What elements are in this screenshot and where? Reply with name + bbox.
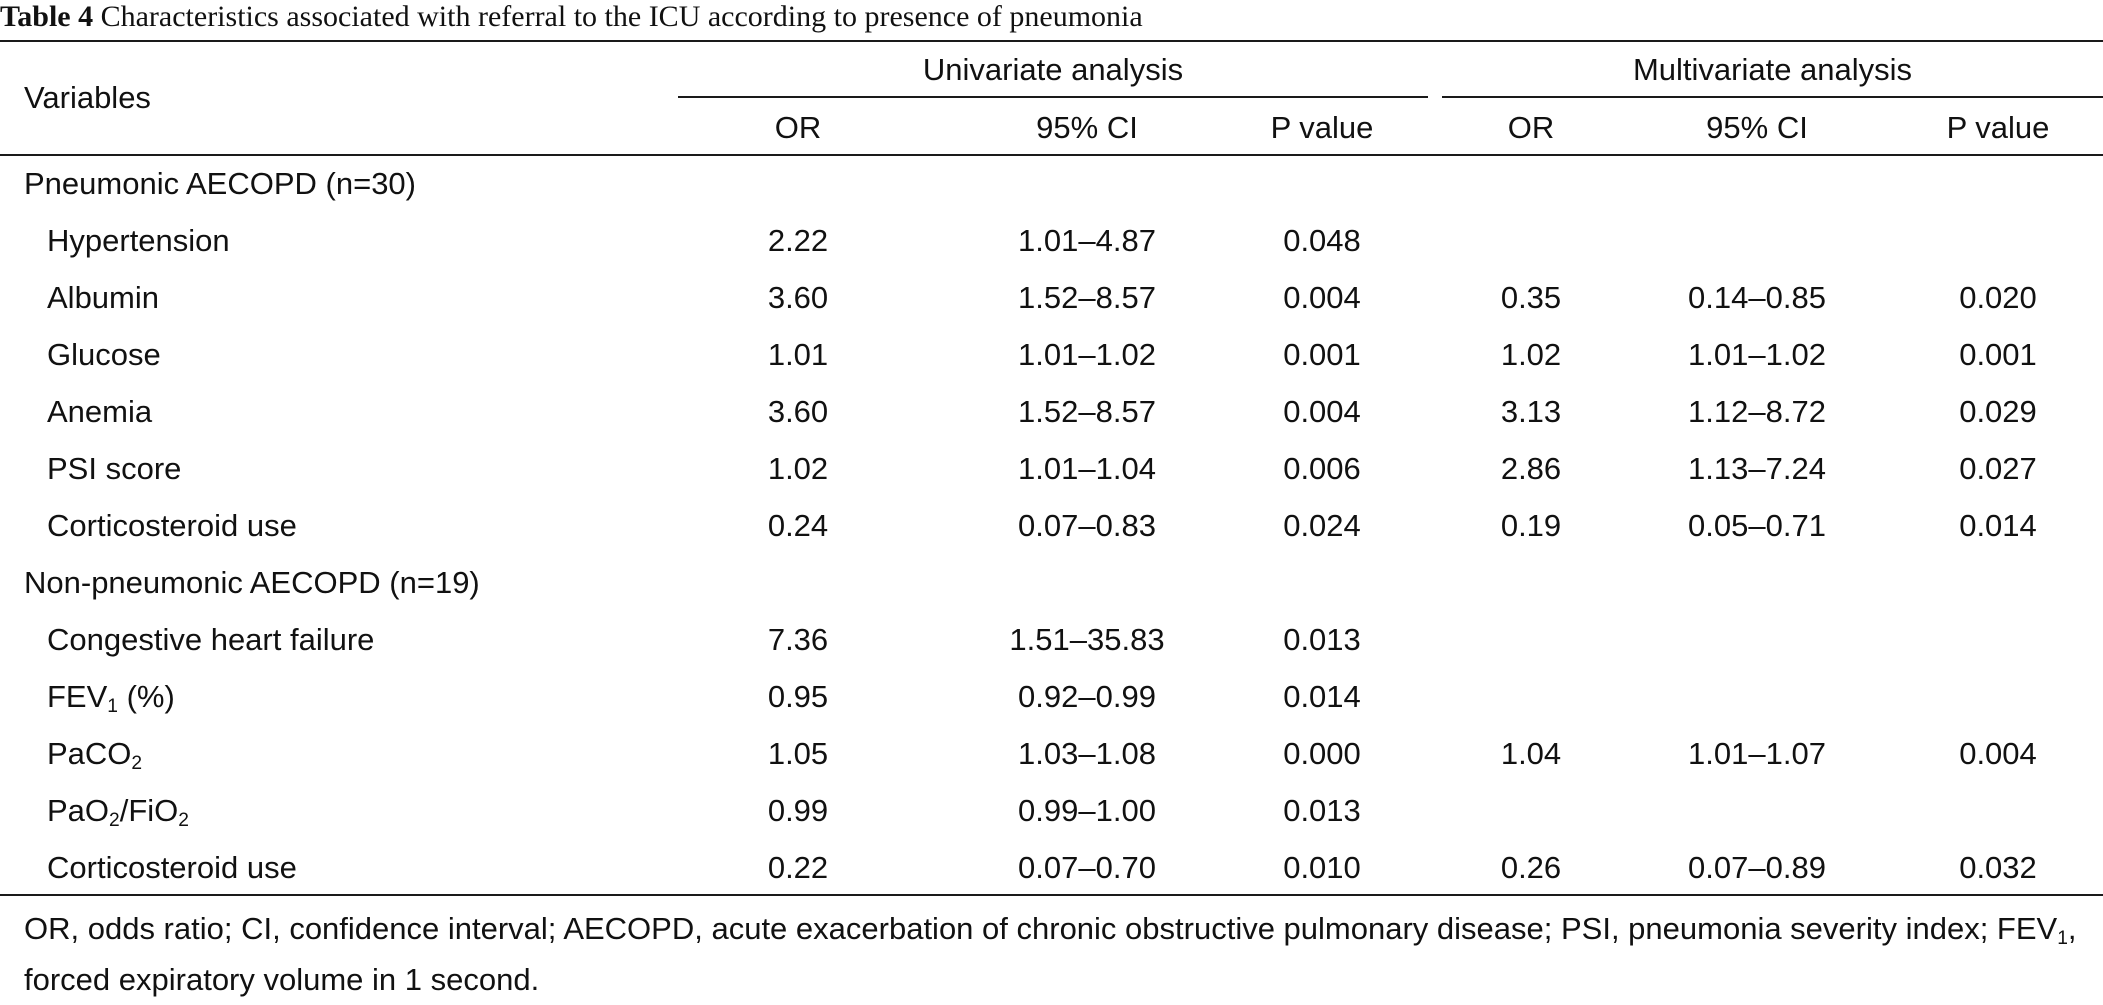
- row-uni-p: 0.014: [1283, 679, 1361, 714]
- row-uni-p: 0.013: [1283, 793, 1361, 828]
- row-variable: Albumin: [47, 280, 159, 315]
- univariate-rule: [678, 96, 1428, 98]
- row-multi-ci: 1.01–1.07: [1688, 736, 1826, 771]
- header-multi-ci: 95% CI: [1706, 110, 1808, 145]
- row-multi-p: 0.020: [1959, 280, 2037, 315]
- row-uni-ci: 1.01–4.87: [1018, 223, 1156, 258]
- row-uni-or: 3.60: [767, 280, 829, 315]
- header-multivariate: Multivariate analysis: [1632, 52, 1913, 87]
- table-caption: Table 4 Characteristics associated with …: [0, 0, 1143, 34]
- row-multi-or: 1.02: [1500, 337, 1562, 372]
- row-variable: Hypertension: [47, 223, 230, 258]
- section-title-non-pneumonic: Non-pneumonic AECOPD (n=19): [24, 565, 480, 600]
- row-uni-p: 0.024: [1283, 508, 1361, 543]
- row-uni-p: 0.048: [1283, 223, 1361, 258]
- row-multi-ci: 0.07–0.89: [1688, 850, 1826, 885]
- table-label: Table 4: [0, 0, 94, 33]
- header-multi-or: OR: [1507, 110, 1555, 145]
- row-multi-ci: 1.01–1.02: [1688, 337, 1826, 372]
- row-multi-p: 0.004: [1959, 736, 2037, 771]
- row-multi-p: 0.014: [1959, 508, 2037, 543]
- row-uni-or: 0.24: [767, 508, 829, 543]
- top-rule: [0, 40, 2103, 42]
- table-footnote: OR, odds ratio; CI, confidence interval;…: [24, 911, 2077, 997]
- section-title-pneumonic: Pneumonic AECOPD (n=30): [24, 166, 416, 201]
- row-variable: PaCO2: [47, 736, 143, 774]
- row-multi-ci: 1.12–8.72: [1688, 394, 1826, 429]
- row-multi-p: 0.001: [1959, 337, 2037, 372]
- row-variable: PaO2/FiO2: [47, 793, 189, 831]
- row-uni-ci: 0.99–1.00: [1018, 793, 1156, 828]
- header-univariate: Univariate analysis: [922, 52, 1184, 87]
- multivariate-rule: [1442, 96, 2103, 98]
- row-uni-ci: 0.07–0.70: [1018, 850, 1156, 885]
- row-multi-p: 0.032: [1959, 850, 2037, 885]
- row-uni-or: 0.99: [767, 793, 829, 828]
- header-rule: [0, 154, 2103, 156]
- row-uni-ci: 1.01–1.02: [1018, 337, 1156, 372]
- row-uni-p: 0.006: [1283, 451, 1361, 486]
- row-multi-or: 2.86: [1500, 451, 1562, 486]
- row-variable: Corticosteroid use: [47, 508, 297, 543]
- header-uni-p: P value: [1270, 110, 1374, 145]
- row-uni-p: 0.010: [1283, 850, 1361, 885]
- row-uni-ci: 1.52–8.57: [1018, 280, 1156, 315]
- row-uni-or: 1.02: [767, 451, 829, 486]
- row-uni-p: 0.004: [1283, 280, 1361, 315]
- row-uni-p: 0.001: [1283, 337, 1361, 372]
- row-multi-p: 0.029: [1959, 394, 2037, 429]
- row-uni-or: 1.05: [767, 736, 829, 771]
- row-uni-p: 0.013: [1283, 622, 1361, 657]
- row-variable: Anemia: [47, 394, 153, 429]
- row-multi-p: 0.027: [1959, 451, 2037, 486]
- header-uni-or: OR: [774, 110, 822, 145]
- row-uni-ci: 1.01–1.04: [1018, 451, 1156, 486]
- row-uni-or: 2.22: [767, 223, 829, 258]
- row-variable: PSI score: [47, 451, 182, 486]
- row-multi-or: 1.04: [1500, 736, 1562, 771]
- row-multi-ci: 0.05–0.71: [1688, 508, 1826, 543]
- row-uni-or: 0.22: [767, 850, 829, 885]
- row-uni-p: 0.000: [1283, 736, 1361, 771]
- row-uni-p: 0.004: [1283, 394, 1361, 429]
- row-multi-ci: 1.13–7.24: [1688, 451, 1826, 486]
- row-multi-or: 0.26: [1500, 850, 1562, 885]
- row-variable: Corticosteroid use: [47, 850, 297, 885]
- row-multi-or: 3.13: [1500, 394, 1562, 429]
- table-title: Characteristics associated with referral…: [100, 0, 1143, 33]
- row-uni-ci: 0.07–0.83: [1018, 508, 1156, 543]
- header-multi-p: P value: [1946, 110, 2050, 145]
- row-uni-or: 3.60: [767, 394, 829, 429]
- row-multi-or: 0.19: [1500, 508, 1562, 543]
- row-multi-or: 0.35: [1500, 280, 1562, 315]
- row-uni-or: 0.95: [767, 679, 829, 714]
- row-variable: Glucose: [47, 337, 161, 372]
- row-uni-ci: 1.52–8.57: [1018, 394, 1156, 429]
- row-variable: FEV1 (%): [47, 679, 175, 717]
- row-uni-ci: 0.92–0.99: [1018, 679, 1156, 714]
- row-uni-ci: 1.51–35.83: [1009, 622, 1165, 657]
- row-uni-or: 1.01: [767, 337, 829, 372]
- row-variable: Congestive heart failure: [47, 622, 375, 657]
- bottom-rule: [0, 894, 2103, 896]
- header-uni-ci: 95% CI: [1036, 110, 1138, 145]
- row-uni-or: 7.36: [767, 622, 829, 657]
- header-variables: Variables: [24, 80, 151, 115]
- row-uni-ci: 1.03–1.08: [1018, 736, 1156, 771]
- row-multi-ci: 0.14–0.85: [1688, 280, 1826, 315]
